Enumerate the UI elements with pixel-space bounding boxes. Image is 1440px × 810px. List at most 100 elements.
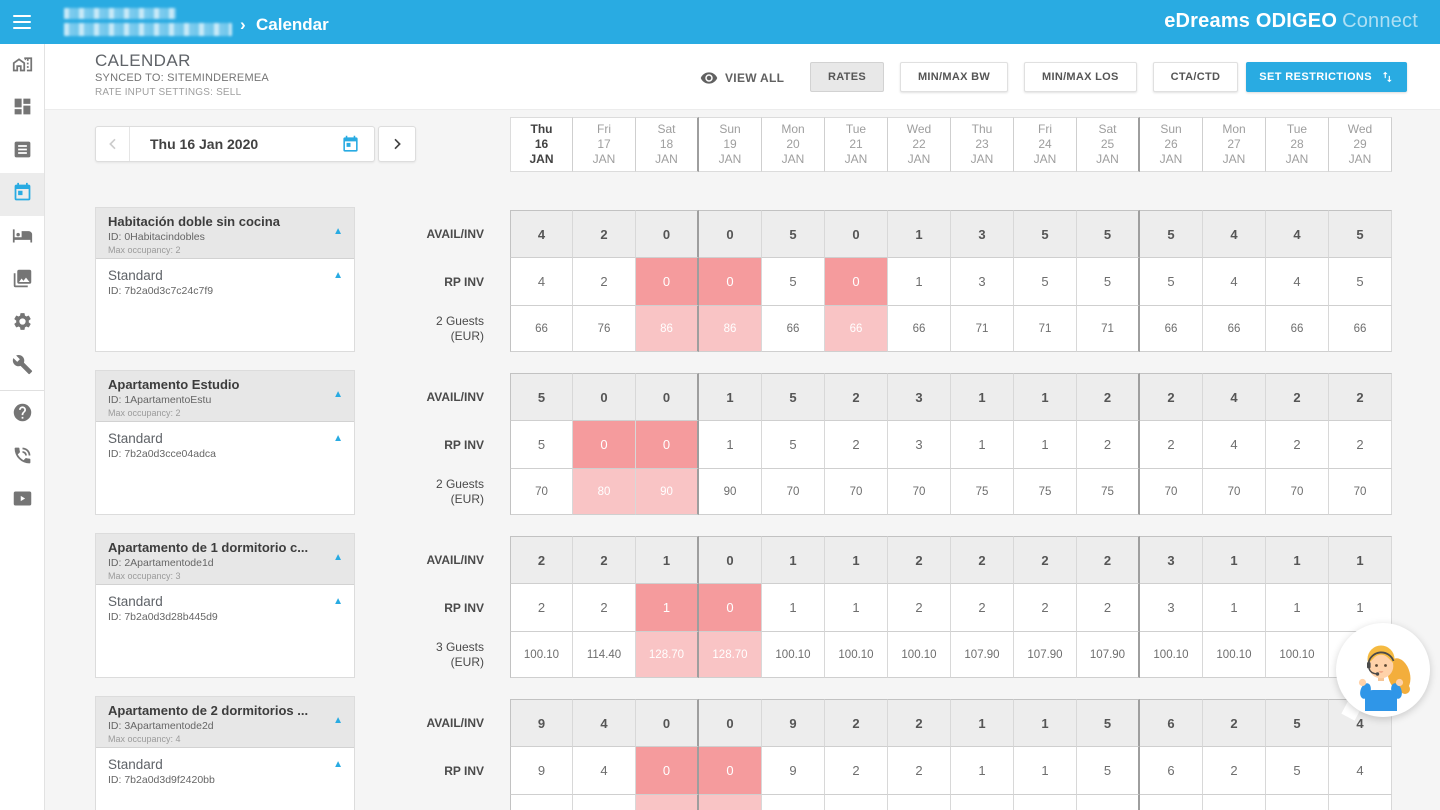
grid-cell[interactable]: 1: [1203, 584, 1266, 632]
grid-cell[interactable]: 9: [510, 747, 573, 795]
next-day-button[interactable]: [378, 126, 416, 162]
date-field[interactable]: Thu 16 Jan 2020: [130, 127, 374, 161]
grid-cell[interactable]: 2: [1014, 584, 1077, 632]
sidebar-item-rooms[interactable]: [0, 216, 44, 259]
grid-cell[interactable]: 4: [1266, 210, 1329, 258]
grid-cell[interactable]: [636, 795, 699, 810]
collapse-up-icon[interactable]: ▲: [333, 270, 343, 281]
grid-cell[interactable]: 66: [825, 306, 888, 352]
grid-cell[interactable]: 107.90: [951, 632, 1014, 678]
grid-cell[interactable]: 2: [1203, 747, 1266, 795]
grid-cell[interactable]: 5: [762, 258, 825, 306]
collapse-up-icon[interactable]: ▲: [333, 759, 343, 770]
collapse-up-icon[interactable]: ▲: [333, 433, 343, 444]
grid-cell[interactable]: 0: [825, 258, 888, 306]
tab-rates[interactable]: RATES: [810, 62, 884, 92]
grid-cell[interactable]: 3: [888, 373, 951, 421]
grid-cell[interactable]: 66: [1329, 306, 1392, 352]
view-all-button[interactable]: VIEW ALL: [700, 68, 784, 88]
grid-cell[interactable]: 76: [573, 306, 636, 352]
grid-cell[interactable]: 1: [888, 258, 951, 306]
grid-cell[interactable]: 2: [951, 584, 1014, 632]
grid-cell[interactable]: 70: [762, 469, 825, 515]
grid-cell[interactable]: 0: [699, 258, 762, 306]
grid-cell[interactable]: 70: [1329, 469, 1392, 515]
grid-cell[interactable]: 1: [1266, 584, 1329, 632]
sidebar-item-contact[interactable]: [0, 436, 44, 479]
grid-cell[interactable]: 66: [762, 306, 825, 352]
grid-cell[interactable]: 3: [1140, 536, 1203, 584]
grid-cell[interactable]: [1203, 795, 1266, 810]
grid-cell[interactable]: 90: [699, 469, 762, 515]
sidebar-item-dashboard[interactable]: [0, 87, 44, 130]
grid-cell[interactable]: 86: [699, 306, 762, 352]
grid-cell[interactable]: 2: [1266, 421, 1329, 469]
grid-cell[interactable]: 9: [762, 747, 825, 795]
grid-cell[interactable]: 0: [636, 421, 699, 469]
grid-cell[interactable]: 66: [510, 306, 573, 352]
grid-cell[interactable]: 9: [510, 699, 573, 747]
grid-cell[interactable]: 1: [888, 210, 951, 258]
grid-cell[interactable]: 5: [1014, 210, 1077, 258]
grid-cell[interactable]: 2: [510, 536, 573, 584]
grid-cell[interactable]: 100.10: [1203, 632, 1266, 678]
grid-cell[interactable]: [1077, 795, 1140, 810]
grid-cell[interactable]: 100.10: [762, 632, 825, 678]
set-restrictions-button[interactable]: SET RESTRICTIONS: [1246, 62, 1407, 92]
grid-cell[interactable]: [951, 795, 1014, 810]
grid-cell[interactable]: 9: [762, 699, 825, 747]
grid-cell[interactable]: 1: [1014, 421, 1077, 469]
grid-cell[interactable]: 1: [951, 421, 1014, 469]
grid-cell[interactable]: 1: [825, 584, 888, 632]
grid-cell[interactable]: 0: [636, 699, 699, 747]
grid-cell[interactable]: 5: [1077, 747, 1140, 795]
grid-cell[interactable]: 107.90: [1014, 632, 1077, 678]
grid-cell[interactable]: 2: [825, 421, 888, 469]
grid-cell[interactable]: 1: [699, 421, 762, 469]
grid-cell[interactable]: 0: [636, 258, 699, 306]
grid-cell[interactable]: 80: [573, 469, 636, 515]
grid-cell[interactable]: 71: [1077, 306, 1140, 352]
grid-cell[interactable]: 71: [1014, 306, 1077, 352]
grid-cell[interactable]: 0: [636, 747, 699, 795]
grid-cell[interactable]: [1014, 795, 1077, 810]
grid-cell[interactable]: 2: [1266, 373, 1329, 421]
grid-cell[interactable]: 2: [888, 536, 951, 584]
grid-cell[interactable]: 2: [1077, 421, 1140, 469]
grid-cell[interactable]: 1: [1329, 536, 1392, 584]
grid-cell[interactable]: 66: [1140, 306, 1203, 352]
grid-cell[interactable]: 1: [951, 699, 1014, 747]
grid-cell[interactable]: 107.90: [1077, 632, 1140, 678]
tab-cta-ctd[interactable]: CTA/CTD: [1152, 62, 1239, 92]
grid-cell[interactable]: 1: [951, 373, 1014, 421]
grid-cell[interactable]: 5: [1077, 699, 1140, 747]
grid-cell[interactable]: 1: [1014, 747, 1077, 795]
grid-cell[interactable]: [1140, 795, 1203, 810]
grid-cell[interactable]: 70: [1140, 469, 1203, 515]
grid-cell[interactable]: 70: [1203, 469, 1266, 515]
grid-cell[interactable]: 66: [1266, 306, 1329, 352]
grid-cell[interactable]: 2: [1077, 536, 1140, 584]
grid-cell[interactable]: 2: [1077, 373, 1140, 421]
grid-cell[interactable]: 0: [699, 210, 762, 258]
grid-cell[interactable]: 4: [1203, 373, 1266, 421]
grid-cell[interactable]: 75: [1077, 469, 1140, 515]
grid-cell[interactable]: 4: [1203, 210, 1266, 258]
grid-cell[interactable]: [888, 795, 951, 810]
grid-cell[interactable]: 5: [1266, 747, 1329, 795]
grid-cell[interactable]: 128.70: [699, 632, 762, 678]
grid-cell[interactable]: 70: [888, 469, 951, 515]
grid-cell[interactable]: 5: [510, 373, 573, 421]
room-card-header[interactable]: Apartamento Estudio ID: 1ApartamentoEstu M…: [96, 371, 354, 422]
grid-cell[interactable]: 70: [825, 469, 888, 515]
grid-cell[interactable]: 71: [951, 306, 1014, 352]
grid-cell[interactable]: 128.70: [636, 632, 699, 678]
grid-cell[interactable]: 2: [510, 584, 573, 632]
grid-cell[interactable]: [510, 795, 573, 810]
grid-cell[interactable]: 1: [762, 584, 825, 632]
grid-cell[interactable]: 3: [1140, 584, 1203, 632]
grid-cell[interactable]: 1: [636, 584, 699, 632]
grid-cell[interactable]: 5: [1140, 210, 1203, 258]
grid-cell[interactable]: 1: [1203, 536, 1266, 584]
grid-cell[interactable]: 100.10: [1140, 632, 1203, 678]
